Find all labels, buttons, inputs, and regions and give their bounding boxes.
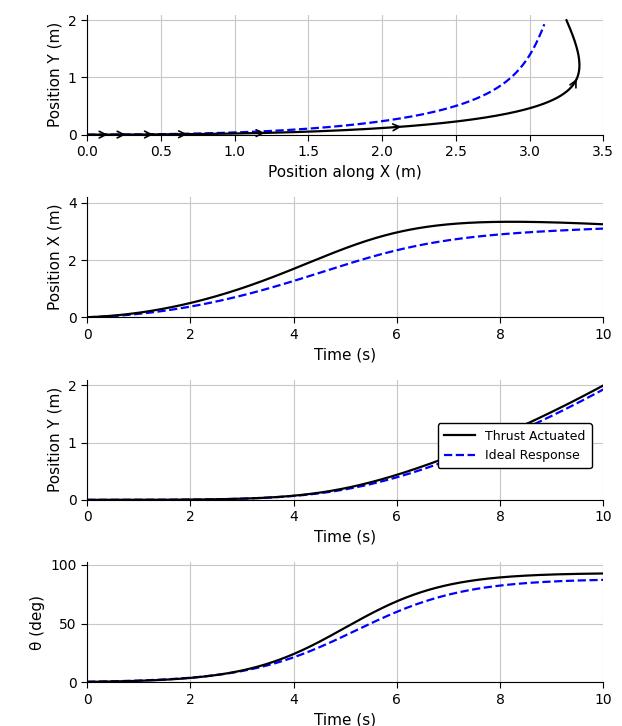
- Thrust Actuated: [490, 434, 498, 443]
- Thrust Actuated: [109, 495, 117, 504]
- Y-axis label: θ (deg): θ (deg): [30, 595, 45, 650]
- Line: Ideal Response: Ideal Response: [87, 389, 603, 499]
- Thrust Actuated: [585, 389, 592, 398]
- X-axis label: Time (s): Time (s): [314, 712, 376, 726]
- Thrust Actuated: [585, 389, 592, 398]
- Thrust Actuated: [600, 381, 607, 390]
- Legend: Thrust Actuated, Ideal Response: Thrust Actuated, Ideal Response: [438, 423, 592, 468]
- Y-axis label: Position X (m): Position X (m): [47, 204, 62, 311]
- Thrust Actuated: [321, 488, 328, 497]
- Y-axis label: Position Y (m): Position Y (m): [47, 387, 62, 492]
- X-axis label: Time (s): Time (s): [314, 347, 376, 362]
- Ideal Response: [321, 489, 328, 497]
- Ideal Response: [600, 385, 607, 393]
- Ideal Response: [585, 393, 592, 401]
- Ideal Response: [335, 486, 342, 495]
- X-axis label: Position along X (m): Position along X (m): [268, 165, 422, 179]
- X-axis label: Time (s): Time (s): [314, 530, 376, 544]
- Ideal Response: [490, 438, 498, 446]
- Thrust Actuated: [83, 495, 91, 504]
- Ideal Response: [109, 495, 117, 504]
- Ideal Response: [83, 495, 91, 504]
- Line: Thrust Actuated: Thrust Actuated: [87, 386, 603, 499]
- Ideal Response: [585, 393, 592, 402]
- Y-axis label: Position Y (m): Position Y (m): [47, 22, 62, 127]
- Thrust Actuated: [335, 485, 342, 494]
